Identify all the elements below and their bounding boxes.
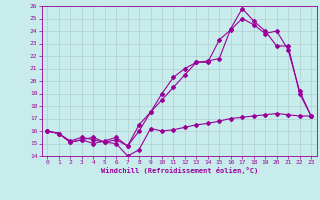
X-axis label: Windchill (Refroidissement éolien,°C): Windchill (Refroidissement éolien,°C) bbox=[100, 167, 258, 174]
